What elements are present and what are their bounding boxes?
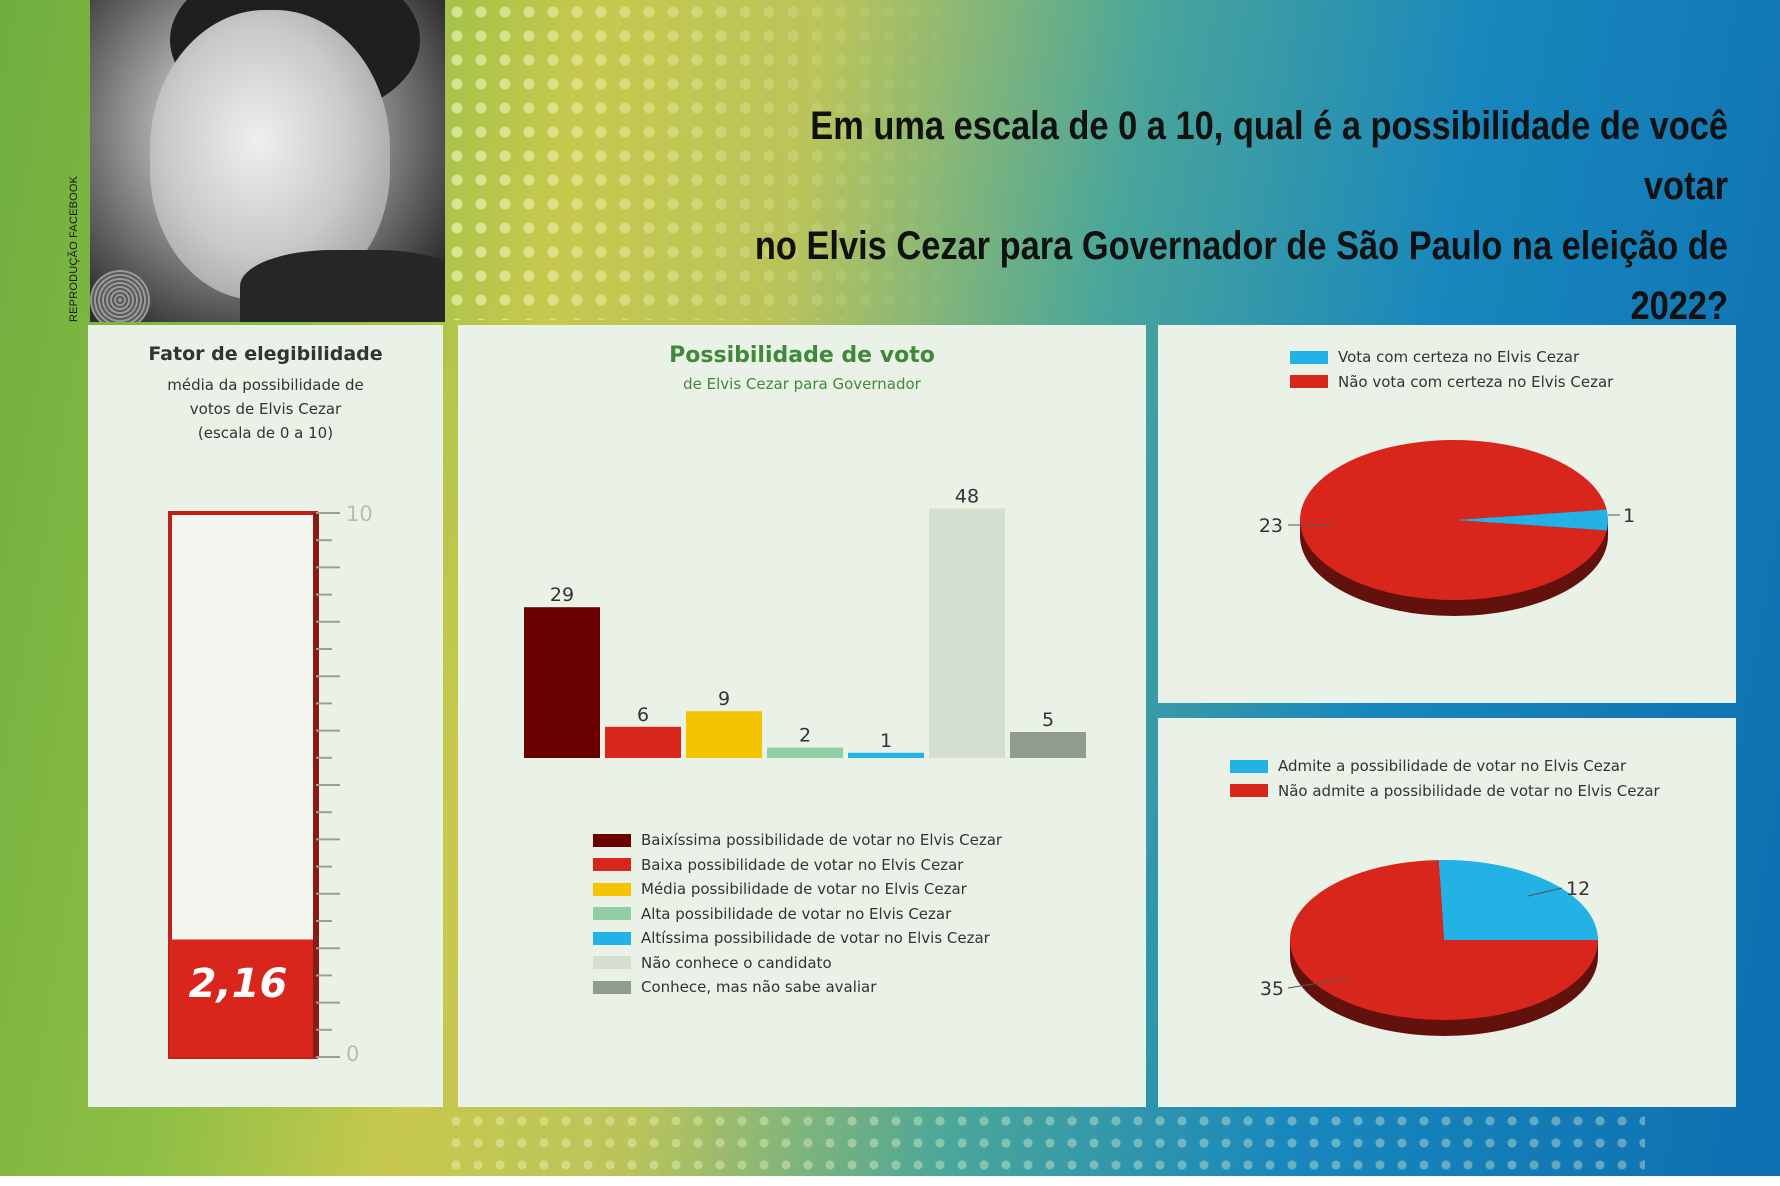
legend-swatch	[593, 882, 631, 896]
bar-value-label: 6	[637, 704, 649, 726]
pie-slice	[1290, 860, 1598, 1020]
pie-value-label: 35	[1260, 978, 1284, 1000]
gauge-chart: 10 0 2,16	[168, 502, 373, 1066]
bar-value-label: 48	[955, 485, 979, 507]
legend-label: Não admite a possibilidade de votar no E…	[1278, 781, 1660, 800]
bar	[1010, 732, 1086, 758]
legend-item: Não vota com certeza no Elvis Cezar	[1290, 370, 1613, 395]
bar-value-label: 1	[880, 730, 892, 752]
bar	[524, 607, 600, 758]
legend-label: Conhece, mas não sabe avaliar	[641, 978, 877, 997]
question-line-2: no Elvis Cezar para Governador de São Pa…	[754, 224, 1728, 328]
bar	[605, 726, 681, 758]
microphone-icon	[90, 270, 150, 322]
legend-swatch	[1290, 375, 1328, 389]
pie-slice	[1454, 509, 1608, 531]
legend-swatch	[593, 956, 631, 970]
gauge-subtitle-line: média da possibilidade de	[167, 376, 364, 394]
dot-pattern-top	[445, 0, 965, 320]
legend-swatch	[593, 833, 631, 847]
bar	[767, 747, 843, 758]
legend-item: Admite a possibilidade de votar no Elvis…	[1230, 754, 1660, 779]
gauge-min-label: 0	[346, 1042, 359, 1066]
gauge-value-label: 2,16	[189, 961, 288, 1007]
pie-slice	[1438, 860, 1598, 940]
eligibility-panel: Fator de elegibilidade média da possibil…	[88, 325, 443, 1107]
pie-leader-line	[1287, 977, 1351, 989]
legend-swatch	[593, 980, 631, 994]
gauge-fill	[170, 939, 316, 1057]
gauge-title: Fator de elegibilidade	[148, 343, 383, 365]
legend-swatch	[1230, 784, 1268, 798]
certain-vote-panel: Vota com certeza no Elvis Cezar Não vota…	[1158, 325, 1736, 703]
legend-swatch	[593, 931, 631, 945]
gauge-ticks	[316, 512, 340, 1058]
legend-item: Alta possibilidade de votar no Elvis Cez…	[593, 902, 1002, 927]
pie-value-label: 1	[1623, 505, 1635, 527]
admit-vote-panel: Admite a possibilidade de votar no Elvis…	[1158, 718, 1736, 1107]
survey-question: Em uma escala de 0 a 10, qual é a possib…	[724, 96, 1728, 336]
bar-value-label: 29	[550, 584, 574, 606]
legend-label: Não conhece o candidato	[641, 953, 832, 972]
legend-item: Média possibilidade de votar no Elvis Ce…	[593, 877, 1002, 902]
pie-chart-1: 1 23	[1259, 440, 1635, 616]
pie-value-label: 12	[1566, 878, 1590, 900]
legend-label: Admite a possibilidade de votar no Elvis…	[1278, 757, 1627, 776]
question-line-1: Em uma escala de 0 a 10, qual é a possib…	[810, 104, 1728, 208]
legend-swatch	[1290, 350, 1328, 364]
legend-label: Altíssima possibilidade de votar no Elvi…	[641, 929, 990, 948]
legend-label: Baixíssima possibilidade de votar no Elv…	[641, 831, 1003, 850]
pie-leader-line	[1527, 887, 1563, 897]
pie-value-label: 23	[1259, 515, 1283, 537]
legend-item: Vota com certeza no Elvis Cezar	[1290, 345, 1613, 370]
legend-swatch	[1230, 759, 1268, 773]
vote-possibility-panel: Possibilidade de voto de Elvis Cezar par…	[458, 325, 1146, 1107]
gauge-subtitle-line: votos de Elvis Cezar	[189, 400, 342, 418]
bar-chart: 29 6 9 2 1 48 5	[524, 485, 1086, 758]
gauge-max-label: 10	[346, 502, 373, 526]
legend-item: Altíssima possibilidade de votar no Elvi…	[593, 926, 1002, 951]
legend-item: Não admite a possibilidade de votar no E…	[1230, 779, 1660, 804]
legend-label: Não vota com certeza no Elvis Cezar	[1338, 372, 1614, 391]
legend-item: Baixíssima possibilidade de votar no Elv…	[593, 828, 1002, 853]
pie2-legend: Admite a possibilidade de votar no Elvis…	[1230, 754, 1660, 803]
pie-chart-2: 12 35	[1260, 860, 1598, 1036]
legend-item: Não conhece o candidato	[593, 951, 1002, 976]
pie1-legend: Vota com certeza no Elvis Cezar Não vota…	[1290, 345, 1613, 394]
legend-item: Conhece, mas não sabe avaliar	[593, 975, 1002, 1000]
bar-value-label: 9	[718, 688, 730, 710]
legend-label: Alta possibilidade de votar no Elvis Cez…	[641, 904, 952, 923]
bar	[929, 508, 1005, 758]
bar	[686, 711, 762, 758]
dot-pattern-bottom	[445, 1110, 1645, 1180]
candidate-photo	[90, 0, 445, 322]
legend-label: Média possibilidade de votar no Elvis Ce…	[641, 880, 967, 899]
pie-slice	[1300, 440, 1607, 600]
bottom-strip	[0, 1176, 1780, 1186]
bar-chart-subtitle: de Elvis Cezar para Governador	[683, 375, 921, 393]
gauge-subtitle-line: (escala de 0 a 10)	[197, 424, 334, 442]
legend-item: Baixa possibilidade de votar no Elvis Ce…	[593, 853, 1002, 878]
bar-value-label: 2	[799, 725, 811, 747]
legend-label: Vota com certeza no Elvis Cezar	[1338, 348, 1580, 367]
bar-value-label: 5	[1042, 709, 1054, 731]
photo-credit: REPRODUÇÃO FACEBOOK	[68, 175, 80, 322]
gauge-subtitle: média da possibilidade de votos de Elvis…	[108, 373, 423, 445]
legend-swatch	[593, 907, 631, 921]
legend-swatch	[593, 858, 631, 872]
legend-label: Baixa possibilidade de votar no Elvis Ce…	[641, 855, 964, 874]
bar-chart-title: Possibilidade de voto	[669, 343, 935, 368]
bar-legend: Baixíssima possibilidade de votar no Elv…	[593, 828, 1002, 1000]
bar	[848, 752, 924, 758]
